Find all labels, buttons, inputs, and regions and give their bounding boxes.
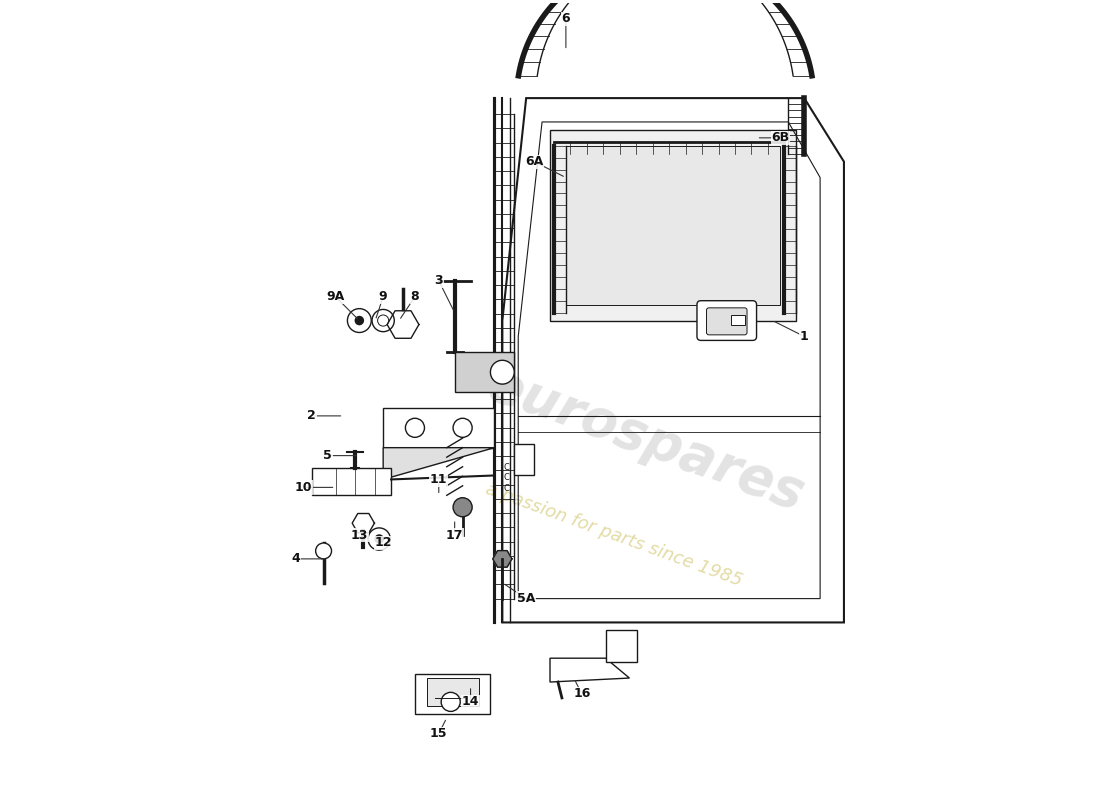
Text: 2: 2	[307, 410, 316, 422]
Text: 13: 13	[351, 529, 369, 542]
Text: 1: 1	[800, 330, 808, 343]
Polygon shape	[565, 146, 780, 305]
Text: 5A: 5A	[517, 592, 536, 605]
Circle shape	[348, 309, 372, 333]
FancyBboxPatch shape	[697, 301, 757, 341]
Text: 3: 3	[434, 274, 443, 287]
Polygon shape	[352, 514, 374, 533]
Text: 11: 11	[430, 473, 448, 486]
Text: a passion for parts since 1985: a passion for parts since 1985	[483, 480, 745, 590]
Polygon shape	[493, 550, 512, 567]
Text: 6: 6	[562, 12, 570, 25]
Text: C: C	[504, 463, 509, 472]
Circle shape	[368, 528, 390, 550]
Text: 6B: 6B	[771, 131, 790, 144]
FancyBboxPatch shape	[706, 308, 747, 335]
FancyBboxPatch shape	[732, 315, 746, 325]
Text: C: C	[504, 484, 509, 493]
Circle shape	[453, 498, 472, 517]
Text: 6A: 6A	[525, 155, 543, 168]
Text: 12: 12	[374, 537, 392, 550]
Text: 17: 17	[446, 529, 463, 542]
FancyBboxPatch shape	[427, 678, 478, 706]
Text: 4: 4	[292, 552, 300, 566]
Polygon shape	[383, 408, 494, 448]
FancyBboxPatch shape	[311, 467, 392, 495]
Text: 14: 14	[462, 695, 480, 708]
Circle shape	[441, 692, 460, 711]
Circle shape	[491, 360, 515, 384]
Text: 9: 9	[378, 290, 387, 303]
Polygon shape	[387, 310, 419, 338]
Polygon shape	[383, 448, 494, 479]
Polygon shape	[550, 130, 796, 321]
Text: 8: 8	[410, 290, 419, 303]
Polygon shape	[454, 352, 515, 392]
Text: C: C	[504, 474, 509, 482]
Text: 5: 5	[323, 449, 332, 462]
Text: 15: 15	[430, 727, 448, 740]
Circle shape	[354, 316, 364, 326]
Text: eurospares: eurospares	[480, 358, 811, 521]
Text: 9A: 9A	[327, 290, 344, 303]
FancyBboxPatch shape	[606, 630, 637, 662]
Text: 10: 10	[295, 481, 312, 494]
Polygon shape	[550, 658, 629, 682]
FancyBboxPatch shape	[415, 674, 491, 714]
Circle shape	[374, 534, 384, 544]
FancyBboxPatch shape	[515, 444, 535, 475]
Circle shape	[316, 543, 331, 559]
Text: 16: 16	[573, 687, 591, 701]
